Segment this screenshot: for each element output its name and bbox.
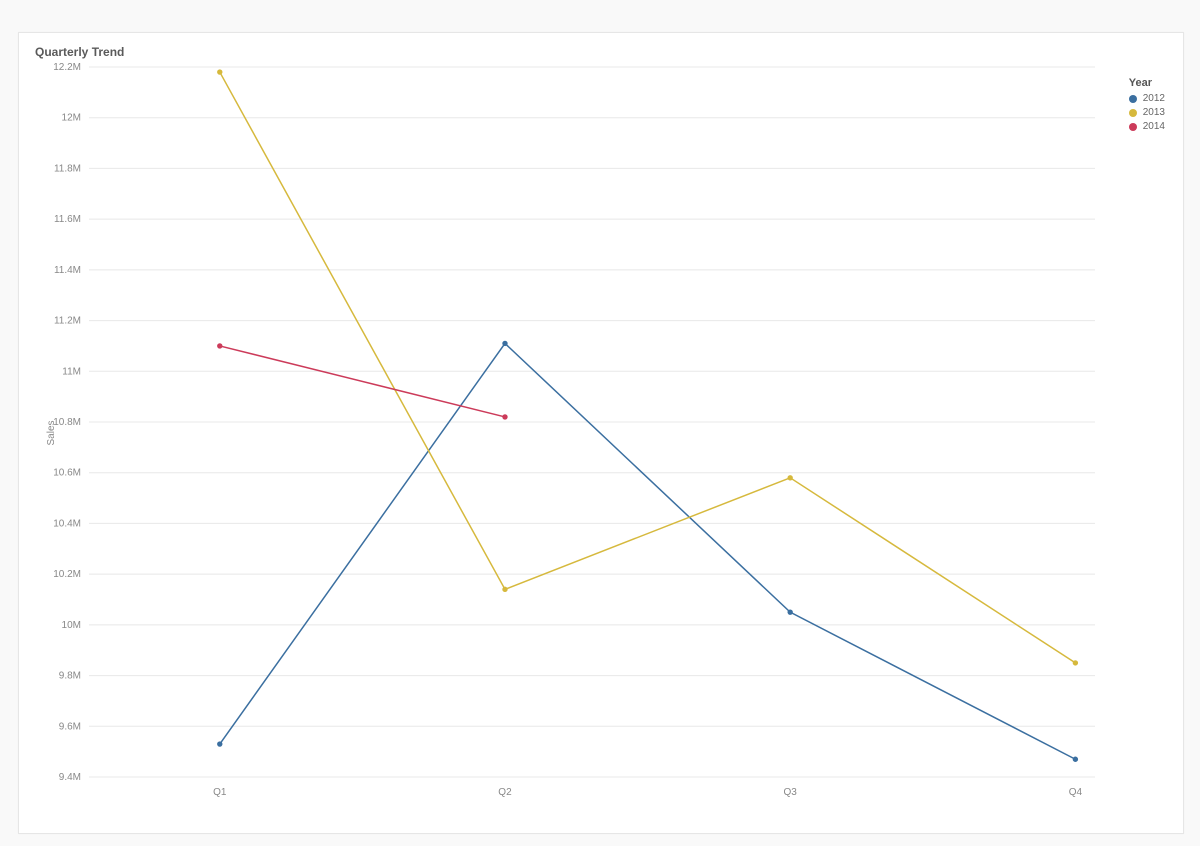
legend-swatch-icon [1129, 95, 1137, 103]
legend-swatch-icon [1129, 109, 1137, 117]
svg-text:11.8M: 11.8M [54, 163, 81, 174]
chart-legend: Year 2012 2013 2014 [1129, 77, 1165, 135]
chart-title: Quarterly Trend [35, 45, 124, 59]
svg-text:10.8M: 10.8M [53, 417, 81, 428]
svg-text:12.2M: 12.2M [53, 62, 81, 73]
svg-text:Q1: Q1 [213, 787, 227, 798]
legend-items: 2012 2013 2014 [1129, 93, 1165, 132]
legend-item[interactable]: 2014 [1129, 121, 1165, 132]
svg-text:11.4M: 11.4M [54, 265, 81, 276]
svg-text:12M: 12M [62, 113, 81, 124]
svg-text:9.8M: 9.8M [59, 671, 81, 682]
svg-text:11.6M: 11.6M [54, 214, 81, 225]
legend-swatch-icon [1129, 123, 1137, 131]
svg-text:Q4: Q4 [1069, 787, 1083, 798]
chart-plot-area: 9.4M9.6M9.8M10M10.2M10.4M10.6M10.8M11M11… [89, 67, 1095, 807]
svg-text:11M: 11M [62, 366, 81, 377]
svg-text:Q2: Q2 [498, 787, 512, 798]
page-root: Quarterly Trend Sales 9.4M9.6M9.8M10M10.… [0, 0, 1200, 846]
chart-svg: 9.4M9.6M9.8M10M10.2M10.4M10.6M10.8M11M11… [89, 67, 1095, 807]
svg-text:9.6M: 9.6M [59, 721, 81, 732]
svg-text:10.2M: 10.2M [53, 569, 81, 580]
legend-label: 2014 [1143, 121, 1165, 132]
legend-label: 2013 [1143, 107, 1165, 118]
svg-text:10.4M: 10.4M [53, 518, 81, 529]
legend-item[interactable]: 2012 [1129, 93, 1165, 104]
svg-text:11.2M: 11.2M [54, 316, 81, 327]
chart-card: Quarterly Trend Sales 9.4M9.6M9.8M10M10.… [18, 32, 1184, 834]
svg-text:10M: 10M [62, 620, 81, 631]
svg-text:9.4M: 9.4M [59, 772, 81, 783]
svg-text:Q3: Q3 [784, 787, 798, 798]
legend-title: Year [1129, 77, 1165, 89]
legend-item[interactable]: 2013 [1129, 107, 1165, 118]
legend-label: 2012 [1143, 93, 1165, 104]
svg-text:10.6M: 10.6M [53, 468, 81, 479]
